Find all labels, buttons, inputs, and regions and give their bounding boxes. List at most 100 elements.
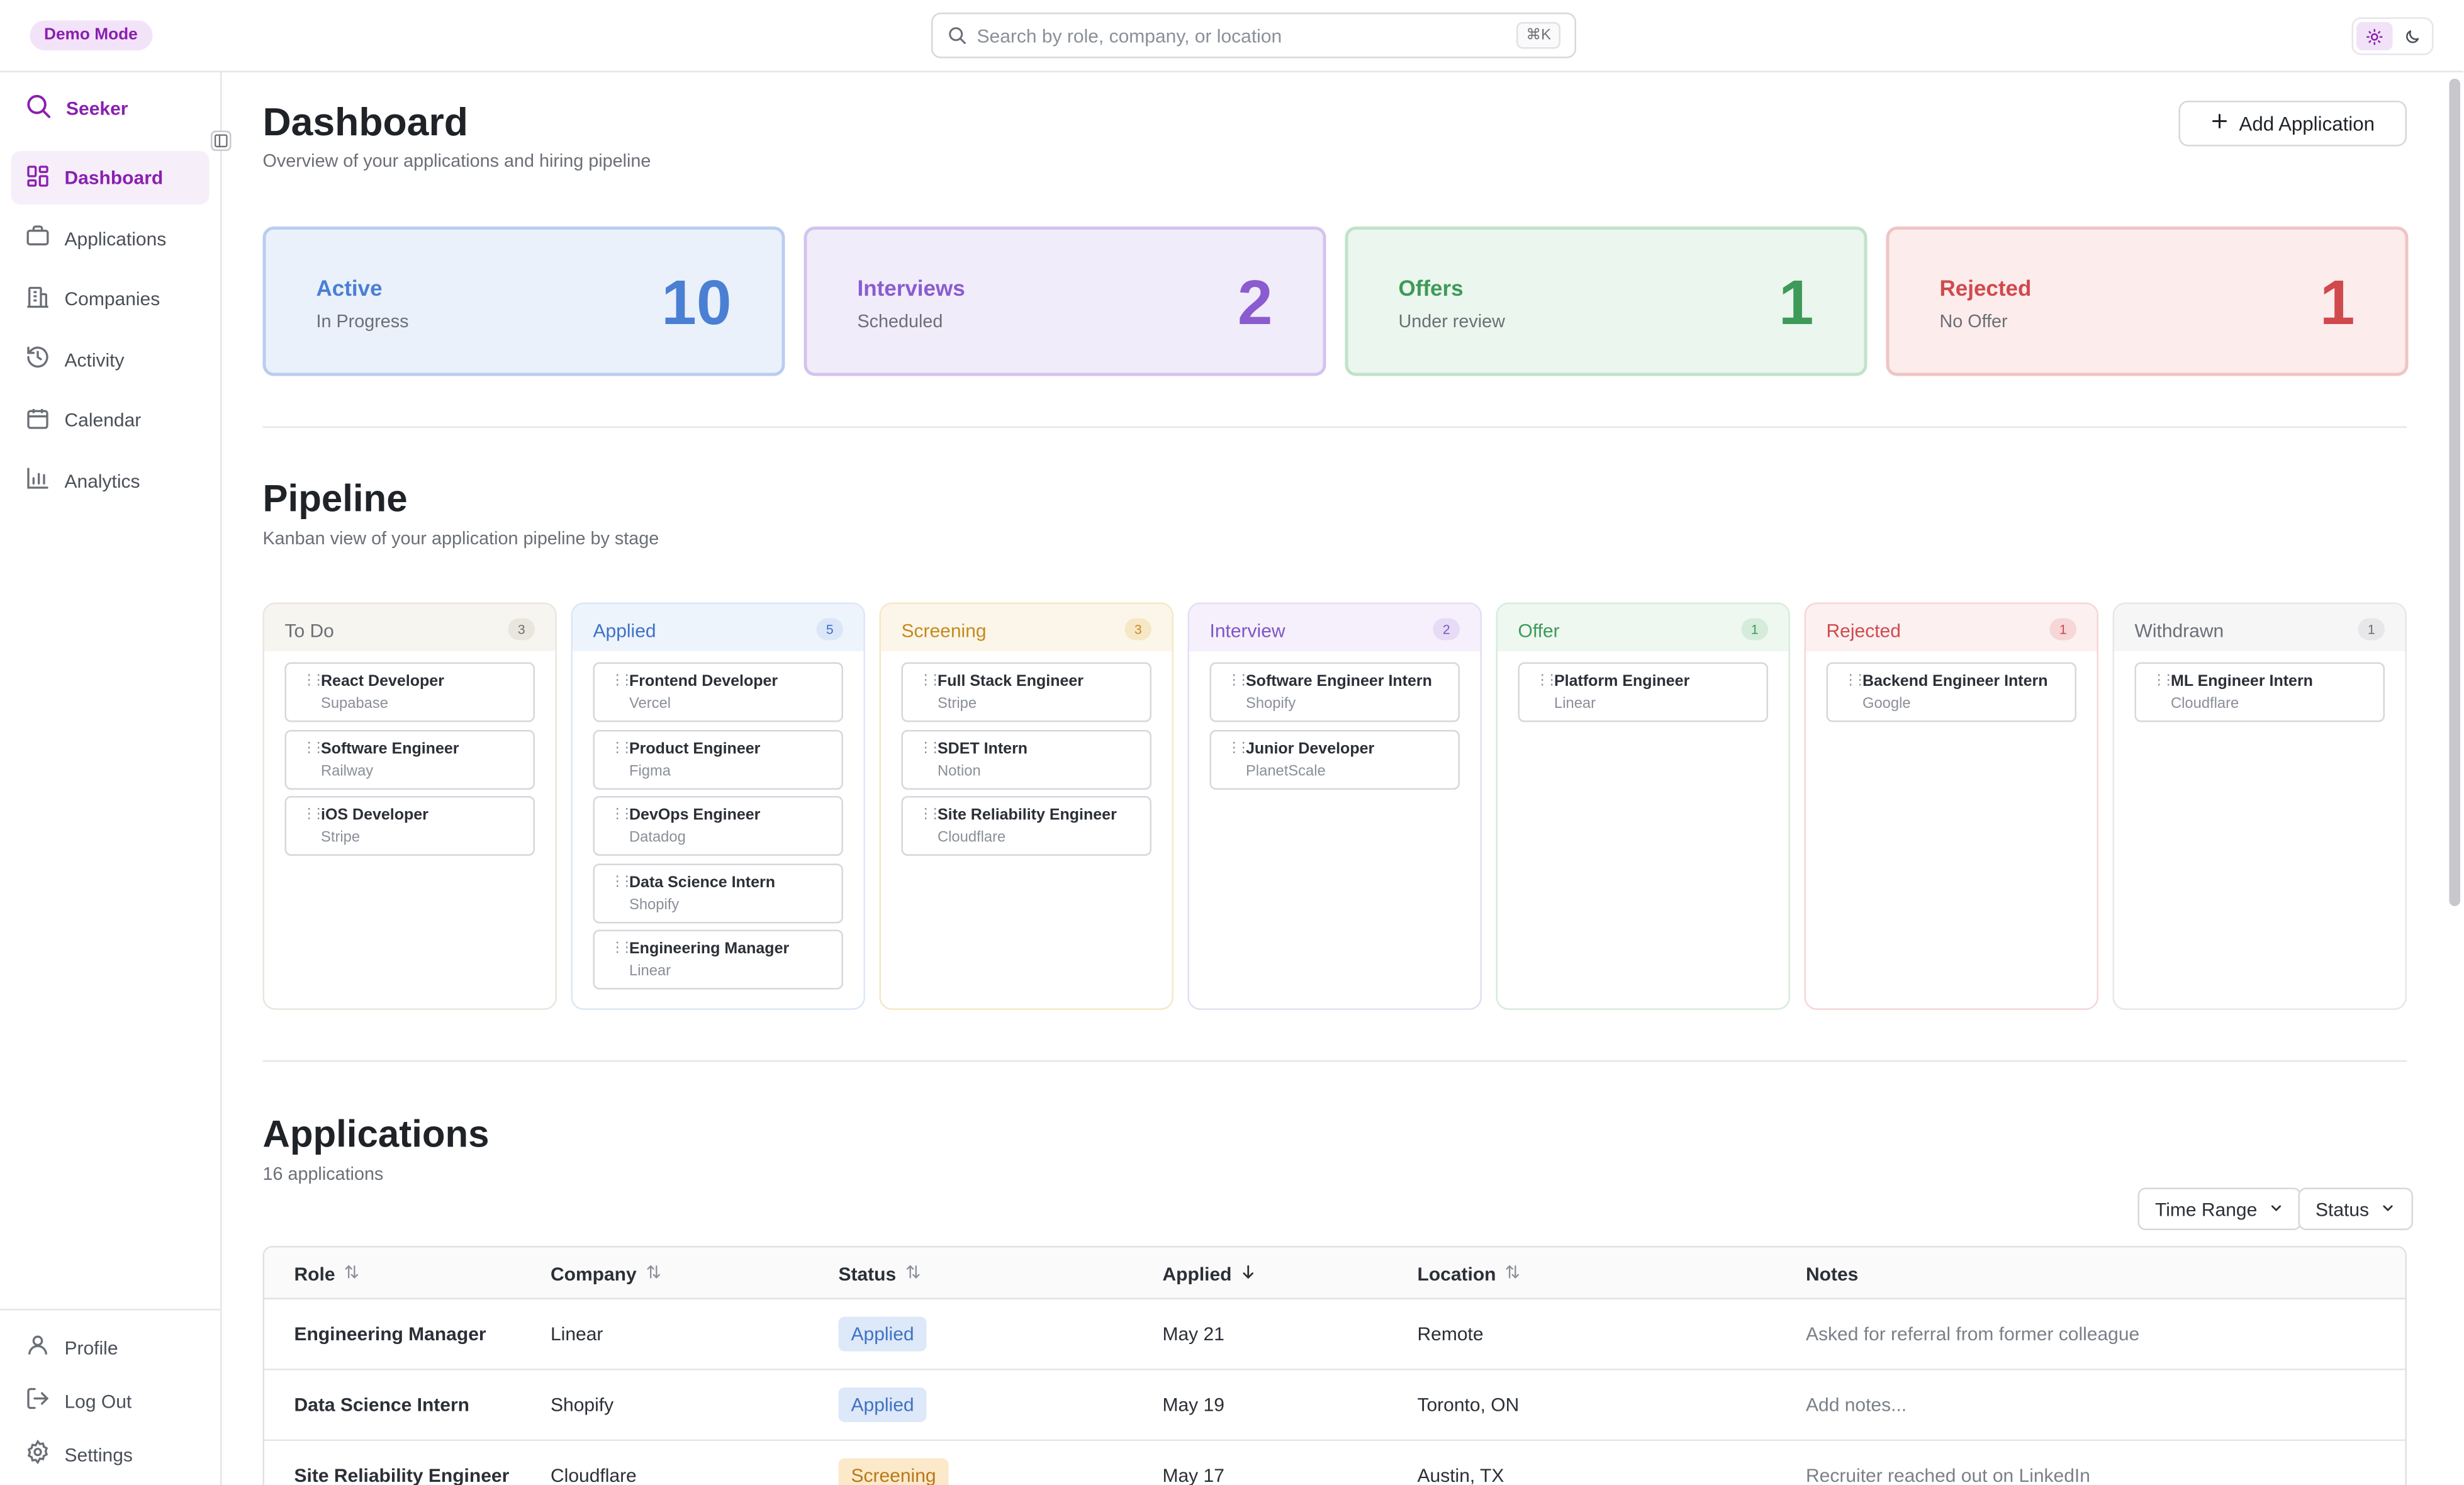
page-subtitle: Overview of your applications and hiring… [262,152,651,172]
kanban-column-header: Rejected 1 [1806,604,2097,651]
moon-icon[interactable] [2394,22,2431,50]
kanban-column-title: To Do [284,620,334,642]
theme-toggle[interactable] [2351,17,2434,55]
kanban-column-rejected[interactable]: Rejected 1 ⋮⋮ Backend Engineer Intern Google [1804,602,2098,1010]
sidebar-item-logout[interactable]: Log Out [11,1375,210,1428]
sun-icon[interactable] [2356,22,2393,50]
kanban-card[interactable]: ⋮⋮ Software Engineer Railway [284,729,535,789]
kanban-card[interactable]: ⋮⋮ iOS Developer Stripe [284,796,535,856]
sort-icon [644,1264,662,1286]
cell-notes[interactable]: Add notes... [1806,1394,1907,1416]
kanban-card[interactable]: ⋮⋮ Junior Developer PlanetScale [1209,729,1460,789]
kanban-column-withdrawn[interactable]: Withdrawn 1 ⋮⋮ ML Engineer Intern Cloudflare [2112,602,2407,1010]
column-header-location[interactable]: Location [1418,1264,1521,1286]
sidebar-item-activity[interactable]: Activity [11,333,210,386]
sidebar-item-calendar[interactable]: Calendar [11,393,210,447]
stat-value: 10 [661,269,732,339]
kanban-column-offer[interactable]: Offer 1 ⋮⋮ Platform Engineer Linear [1496,602,1790,1010]
drag-handle-icon[interactable]: ⋮⋮ [919,671,943,688]
search-input[interactable] [977,22,1496,50]
cell-location: Toronto, ON [1417,1394,1520,1416]
kanban-card[interactable]: ⋮⋮ Product Engineer Figma [593,729,843,789]
stat-sublabel: In Progress [316,313,409,332]
drag-handle-icon[interactable]: ⋮⋮ [610,738,634,754]
sidebar-collapse-button[interactable] [211,130,232,151]
cell-role: Site Reliability Engineer [294,1464,510,1485]
drag-handle-icon[interactable]: ⋮⋮ [2152,671,2176,688]
status-badge: Screening [838,1458,949,1485]
cell-notes[interactable]: Recruiter reached out on LinkedIn [1806,1464,2090,1485]
sidebar-item-settings[interactable]: Settings [11,1428,210,1481]
table-row[interactable]: Engineering Manager Linear Applied May 21 Re… [264,1299,2405,1370]
drag-handle-icon[interactable]: ⋮⋮ [610,872,634,888]
sidebar-item-profile[interactable]: Profile [11,1321,210,1374]
kanban-card[interactable]: ⋮⋮ Data Science Intern Shopify [593,863,843,923]
kanban-card[interactable]: ⋮⋮ Engineering Manager Linear [593,929,843,990]
kanban-column-applied[interactable]: Applied 5 ⋮⋮ Frontend Developer Vercel ⋮⋮ Prod… [571,602,865,1010]
drag-handle-icon[interactable]: ⋮⋮ [1227,738,1251,754]
sidebar-item-label: Analytics [64,469,140,492]
cell-notes[interactable]: Asked for referral from former colleague [1806,1323,2140,1345]
kanban-card-role: Platform Engineer [1554,673,1690,691]
sidebar-item-dashboard[interactable]: Dashboard [11,151,210,205]
stat-card-interviews[interactable]: Interviews Scheduled 2 [804,227,1326,376]
kanban-card[interactable]: ⋮⋮ SDET Intern Notion [901,729,1151,789]
kanban-card-role: Backend Engineer Intern [1862,673,2048,691]
kanban-card-company: Cloudflare [938,829,1006,847]
kanban-card-role: Software Engineer [321,740,459,758]
kanban-column-to-do[interactable]: To Do 3 ⋮⋮ React Developer Supabase ⋮⋮ Softwar… [262,602,557,1010]
kanban-column-screening[interactable]: Screening 3 ⋮⋮ Full Stack Engineer Stripe ⋮⋮ S… [879,602,1173,1010]
kanban-card[interactable]: ⋮⋮ Platform Engineer Linear [1518,662,1768,722]
drag-handle-icon[interactable]: ⋮⋮ [610,939,634,955]
stat-card-active[interactable]: Active In Progress 10 [262,227,785,376]
search-box[interactable]: ⌘K [931,13,1576,59]
drag-handle-icon[interactable]: ⋮⋮ [302,805,326,821]
cell-applied: May 21 [1162,1323,1224,1345]
kanban-card[interactable]: ⋮⋮ Frontend Developer Vercel [593,662,843,722]
drag-handle-icon[interactable]: ⋮⋮ [1844,671,1868,688]
stat-sublabel: Scheduled [857,313,943,332]
kanban-card[interactable]: ⋮⋮ Software Engineer Intern Shopify [1209,662,1460,722]
kanban-column-title: Applied [593,620,656,642]
time-range-filter[interactable]: Time Range [2137,1187,2302,1230]
kanban-card-role: Engineering Manager [629,941,790,958]
stat-label: Active [316,275,383,301]
column-header-applied[interactable]: Applied [1163,1264,1257,1286]
drag-handle-icon[interactable]: ⋮⋮ [1227,671,1251,688]
table-row[interactable]: Data Science Intern Shopify Applied May 19 T… [264,1370,2405,1441]
stat-card-rejected[interactable]: Rejected No Offer 1 [1886,227,2409,376]
drag-handle-icon[interactable]: ⋮⋮ [302,738,326,754]
kanban-card[interactable]: ⋮⋮ ML Engineer Intern Cloudflare [2134,662,2385,722]
kanban-column-interview[interactable]: Interview 2 ⋮⋮ Software Engineer Intern Shop… [1187,602,1482,1010]
add-application-button[interactable]: Add Application [2178,101,2407,147]
gear-icon [25,1440,50,1470]
drag-handle-icon[interactable]: ⋮⋮ [1535,671,1559,688]
column-header-role[interactable]: Role [294,1264,361,1286]
kanban-card-company: Shopify [629,895,680,914]
kanban-card[interactable]: ⋮⋮ DevOps Engineer Datadog [593,796,843,856]
kanban-card[interactable]: ⋮⋮ Backend Engineer Intern Google [1826,662,2076,722]
column-header-company[interactable]: Company [551,1264,662,1286]
applications-table: Role Company Status Applied Location Not… [262,1246,2407,1485]
drag-handle-icon[interactable]: ⋮⋮ [919,805,943,821]
stat-card-offers[interactable]: Offers Under review 1 [1345,227,1868,376]
main-scrollbar[interactable] [2449,79,2460,906]
column-header-status[interactable]: Status [839,1264,922,1286]
sidebar-item-companies[interactable]: Companies [11,272,210,326]
status-filter[interactable]: Status [2298,1187,2414,1230]
kanban-column-count: 3 [508,618,535,641]
kanban-card[interactable]: ⋮⋮ Site Reliability Engineer Cloudflare [901,796,1151,856]
sidebar-item-applications[interactable]: Applications [11,211,210,265]
kanban-card[interactable]: ⋮⋮ Full Stack Engineer Stripe [901,662,1151,722]
sidebar-item-analytics[interactable]: Analytics [11,454,210,507]
cell-role: Data Science Intern [294,1394,469,1416]
drag-handle-icon[interactable]: ⋮⋮ [302,671,326,688]
drag-handle-icon[interactable]: ⋮⋮ [610,671,634,688]
drag-handle-icon[interactable]: ⋮⋮ [919,738,943,754]
brand[interactable]: Seeker [25,94,128,123]
kanban-column-title: Withdrawn [2134,620,2224,642]
column-label: Role [294,1263,335,1286]
kanban-card[interactable]: ⋮⋮ React Developer Supabase [284,662,535,722]
table-row[interactable]: Site Reliability Engineer Cloudflare Scree… [264,1441,2405,1485]
drag-handle-icon[interactable]: ⋮⋮ [610,805,634,821]
